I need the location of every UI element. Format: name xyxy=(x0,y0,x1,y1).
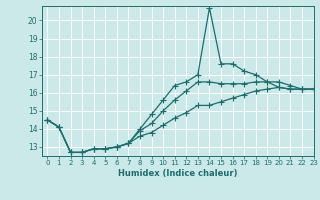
X-axis label: Humidex (Indice chaleur): Humidex (Indice chaleur) xyxy=(118,169,237,178)
